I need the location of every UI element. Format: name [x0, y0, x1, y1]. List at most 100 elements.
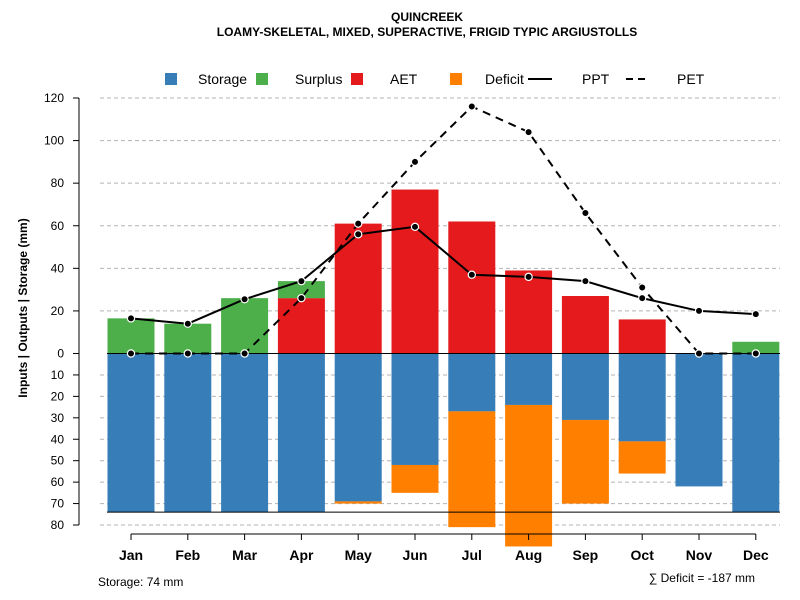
- deficit-bar: [391, 464, 439, 493]
- y-tick-label: 70: [51, 497, 65, 511]
- storage-note: Storage: 74 mm: [98, 575, 183, 589]
- aet-bar: [448, 221, 496, 354]
- pet-point: [410, 157, 420, 167]
- y-tick-label: 80: [51, 518, 65, 532]
- y-tick-label: 20: [51, 389, 65, 403]
- storage-bar: [448, 353, 496, 412]
- ppt-point: [183, 319, 192, 328]
- legend-marker-surplus: [256, 73, 268, 85]
- y-tick-label: 100: [44, 134, 64, 148]
- storage-bar: [277, 353, 325, 513]
- ppt-point: [694, 306, 704, 316]
- deficit-bar: [505, 404, 553, 547]
- ppt-line: [130, 225, 756, 325]
- y-tick-label: 120: [44, 91, 64, 105]
- pet-point: [694, 349, 704, 358]
- aet-bar: [334, 223, 382, 354]
- aet-bar: [277, 298, 325, 354]
- legend: Storage Surplus AET Deficit PPT PET: [165, 71, 705, 87]
- x-tick-label: Mar: [232, 547, 257, 563]
- storage-bar: [107, 353, 155, 513]
- pet-point: [126, 349, 136, 358]
- storage-bar: [221, 353, 269, 513]
- surplus-bar: [107, 318, 155, 354]
- chart-subtitle: LOAMY-SKELETAL, MIXED, SUPERACTIVE, FRIG…: [217, 25, 637, 39]
- surplus-bar: [221, 298, 269, 354]
- ppt-point: [126, 314, 136, 323]
- storage-bar: [732, 353, 780, 513]
- legend-label-pet: PET: [677, 71, 705, 87]
- ppt-point: [581, 276, 590, 286]
- axes: 0 20 40 60 80 100 120 10 20 30 40 50 60 70 80 Jan Feb Mar…: [44, 91, 769, 563]
- x-tick-label: Jan: [119, 547, 143, 563]
- legend-marker-deficit: [450, 73, 462, 85]
- legend-label-deficit: Deficit: [485, 71, 524, 87]
- ppt-point: [297, 276, 306, 286]
- ppt-point: [524, 272, 533, 282]
- gridlines: [100, 97, 780, 526]
- surplus-bar: [732, 341, 780, 354]
- aet-bar: [561, 296, 609, 354]
- storage-bar: [505, 353, 553, 405]
- storage-bar: [334, 353, 382, 502]
- legend-marker-aet: [351, 73, 363, 85]
- legend-label-storage: Storage: [198, 71, 247, 87]
- aet-bar: [505, 270, 553, 354]
- ppt-point: [751, 309, 761, 319]
- storage-bar: [164, 353, 212, 513]
- x-tick-label: Apr: [289, 547, 314, 563]
- legend-label-surplus: Surplus: [295, 71, 342, 87]
- y-tick-label: 10: [51, 368, 65, 382]
- pet-line: [131, 105, 756, 355]
- y-tick-label: 60: [51, 475, 65, 489]
- y-tick-label: 30: [51, 411, 65, 425]
- deficit-bar: [448, 411, 496, 528]
- x-tick-label: Sep: [573, 547, 599, 563]
- pet-point: [638, 283, 647, 292]
- pet-point: [183, 349, 192, 358]
- deficit-bar: [561, 419, 609, 504]
- legend-label-aet: AET: [390, 71, 418, 87]
- x-tick-label: Aug: [515, 547, 542, 563]
- pet-point: [524, 127, 533, 137]
- ppt-point: [638, 293, 647, 303]
- deficit-bar: [618, 441, 666, 474]
- x-tick-label: Oct: [631, 547, 655, 563]
- y-tick-label: 80: [51, 176, 65, 190]
- pet-point: [467, 102, 476, 111]
- storage-bar: [675, 353, 723, 487]
- pet-point: [240, 349, 249, 358]
- y-tick-label: 20: [51, 304, 65, 318]
- aet-bar: [391, 189, 439, 354]
- x-tick-label: Jul: [462, 547, 482, 563]
- x-tick-label: Feb: [175, 547, 200, 563]
- y-tick-label: 40: [51, 261, 65, 275]
- y-tick-label: 40: [51, 432, 65, 446]
- storage-bar: [618, 353, 666, 442]
- pet-point: [581, 208, 590, 218]
- x-tick-label: May: [345, 547, 372, 563]
- aet-bar: [618, 319, 666, 354]
- pet-point: [297, 293, 306, 303]
- chart-title: QUINCREEK: [391, 10, 463, 24]
- legend-label-ppt: PPT: [582, 71, 610, 87]
- series-lines: [126, 102, 761, 358]
- deficit-note: ∑ Deficit = -187 mm: [649, 571, 755, 585]
- x-tick-label: Nov: [686, 547, 713, 563]
- storage-bar: [561, 353, 609, 420]
- ppt-point: [240, 295, 249, 304]
- bars: [107, 189, 780, 547]
- x-tick-label: Jun: [403, 547, 428, 563]
- storage-bar: [391, 353, 439, 465]
- y-tick-label: 0: [57, 347, 64, 361]
- y-axis-label: Inputs | Outputs | Storage (mm): [16, 218, 30, 397]
- surplus-bar: [164, 323, 212, 354]
- y-tick-label: 60: [51, 219, 65, 233]
- legend-marker-storage: [165, 73, 177, 85]
- ppt-point: [354, 230, 363, 239]
- pet-point: [751, 349, 761, 358]
- y-tick-label: 50: [51, 454, 65, 468]
- ppt-point: [410, 222, 420, 232]
- x-tick-label: Dec: [743, 547, 769, 563]
